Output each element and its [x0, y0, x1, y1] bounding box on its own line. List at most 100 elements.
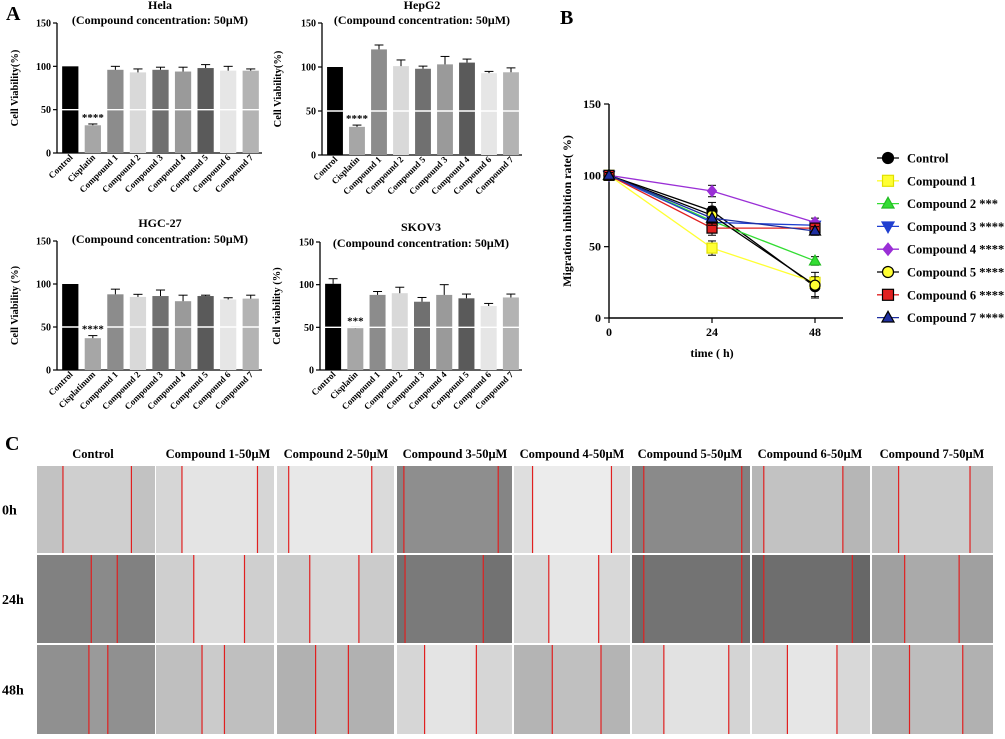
micrograph-tile: [277, 645, 394, 734]
micrograph-tile: [397, 645, 512, 734]
cell-region: [107, 645, 155, 734]
significance-marker: ***: [347, 315, 364, 327]
micrograph-tile: [397, 466, 512, 553]
cell-region: [358, 555, 394, 643]
cell-region: [156, 645, 203, 734]
legend-entry: Compound 6 ****: [907, 288, 1004, 302]
column-header: Compound 5-50μM: [638, 447, 743, 461]
column-header: Compound 1-50μM: [166, 447, 271, 461]
y-tick-label: 150: [36, 237, 51, 248]
bar: [415, 68, 431, 155]
column-header: Compound 3-50μM: [403, 447, 508, 461]
cell-region: [277, 645, 316, 734]
legend-marker: [881, 288, 895, 301]
cell-region: [37, 645, 89, 734]
legend-entry: Compound 5 ****: [907, 266, 1004, 280]
bar: [129, 296, 147, 370]
data-point: [706, 184, 718, 198]
cell-region: [277, 555, 310, 643]
cell-region: [348, 645, 394, 734]
cell-region: [397, 645, 425, 734]
y-tick-label: 50: [41, 323, 51, 334]
chart-subtitle: (Compound concentration: 50μM): [72, 232, 248, 246]
bar: [197, 296, 214, 370]
cell-region: [752, 466, 764, 553]
cell-region: [852, 555, 870, 643]
micrograph-tile: [752, 555, 870, 643]
bar: [371, 49, 387, 155]
cell-region: [244, 555, 274, 643]
row-header: 48h: [2, 684, 24, 699]
cell-region: [601, 645, 630, 734]
micrograph-tile: [397, 555, 512, 643]
legend-marker: [881, 151, 895, 165]
micrograph-tile: [514, 555, 630, 643]
legend-marker: [882, 242, 894, 257]
bar: [391, 293, 408, 370]
cell-region: [514, 645, 553, 734]
panel-label-c: C: [5, 433, 19, 455]
micrograph-tile: [37, 466, 155, 553]
bar: [152, 296, 169, 370]
legend-entry: Compound 2 ***: [907, 197, 998, 211]
bar: [481, 73, 497, 155]
cell-region: [131, 466, 155, 553]
bar: [480, 306, 497, 370]
legend-entry: Compound 4 ****: [907, 243, 1004, 257]
cell-region: [741, 466, 750, 553]
bar: [220, 299, 237, 370]
y-tick-label: 100: [583, 168, 601, 182]
y-tick-label: 100: [301, 63, 316, 74]
y-tick-label: 0: [309, 366, 314, 377]
cell-region: [277, 466, 289, 553]
x-tick-label: 24: [706, 325, 718, 339]
bar-chart-hepg2: HepG2(Compound concentration: 50μM) 0 50 10…: [273, 0, 522, 197]
y-tick-label: 100: [299, 280, 314, 291]
bar-chart-hgc27: HGC-27 (Compound concentration: 50μM) 0 50 1…: [10, 216, 262, 412]
y-tick-label: 50: [41, 105, 51, 116]
bar: [84, 125, 101, 153]
bar: [152, 69, 169, 153]
data-point: [808, 224, 822, 236]
data-point: [808, 253, 822, 266]
cell-region: [872, 645, 910, 734]
cell-region: [483, 555, 512, 643]
significance-marker: ****: [346, 113, 369, 125]
micrograph-tile: [277, 555, 394, 643]
chart-subtitle: (Compound concentration: 50μM): [72, 13, 248, 27]
legend-marker: [881, 265, 895, 279]
micrograph-tile: [37, 645, 155, 734]
legend-marker: [880, 221, 896, 234]
micrograph-tile: [277, 466, 394, 553]
cell-region: [257, 466, 274, 553]
cell-region: [498, 466, 512, 553]
legend-entry: Compound 1: [907, 174, 976, 188]
cell-region: [836, 645, 870, 734]
column-header: Compound 4-50μM: [520, 447, 625, 461]
micrograph-tile: [514, 466, 630, 553]
cell-region: [371, 466, 394, 553]
bar-chart-hela: Hela(Compound concentration: 50μM) 0 50 100…: [10, 0, 262, 195]
significance-marker: ****: [82, 112, 105, 124]
y-axis-label: Cell Viability(%): [10, 49, 21, 126]
bar: [437, 64, 453, 155]
cell-region: [752, 555, 764, 643]
micrograph-tile: [156, 555, 274, 643]
cell-region: [514, 555, 549, 643]
legend-entry: Control: [907, 152, 949, 166]
cell-region: [632, 466, 644, 553]
y-tick-label: 150: [301, 19, 316, 30]
y-tick-label: 100: [36, 280, 51, 291]
cell-region: [728, 645, 750, 734]
chart-subtitle: (Compound concentration: 50μM): [334, 13, 510, 27]
y-tick-label: 150: [36, 19, 51, 30]
chart-title: HepG2: [404, 0, 441, 12]
column-header: Compound 6-50μM: [758, 447, 863, 461]
cell-region: [514, 466, 533, 553]
y-tick-label: 0: [46, 366, 51, 377]
micrograph-tile: [514, 645, 630, 734]
row-header: 0h: [2, 504, 17, 519]
y-tick-label: 150: [583, 97, 601, 111]
column-header: Control: [72, 447, 114, 461]
